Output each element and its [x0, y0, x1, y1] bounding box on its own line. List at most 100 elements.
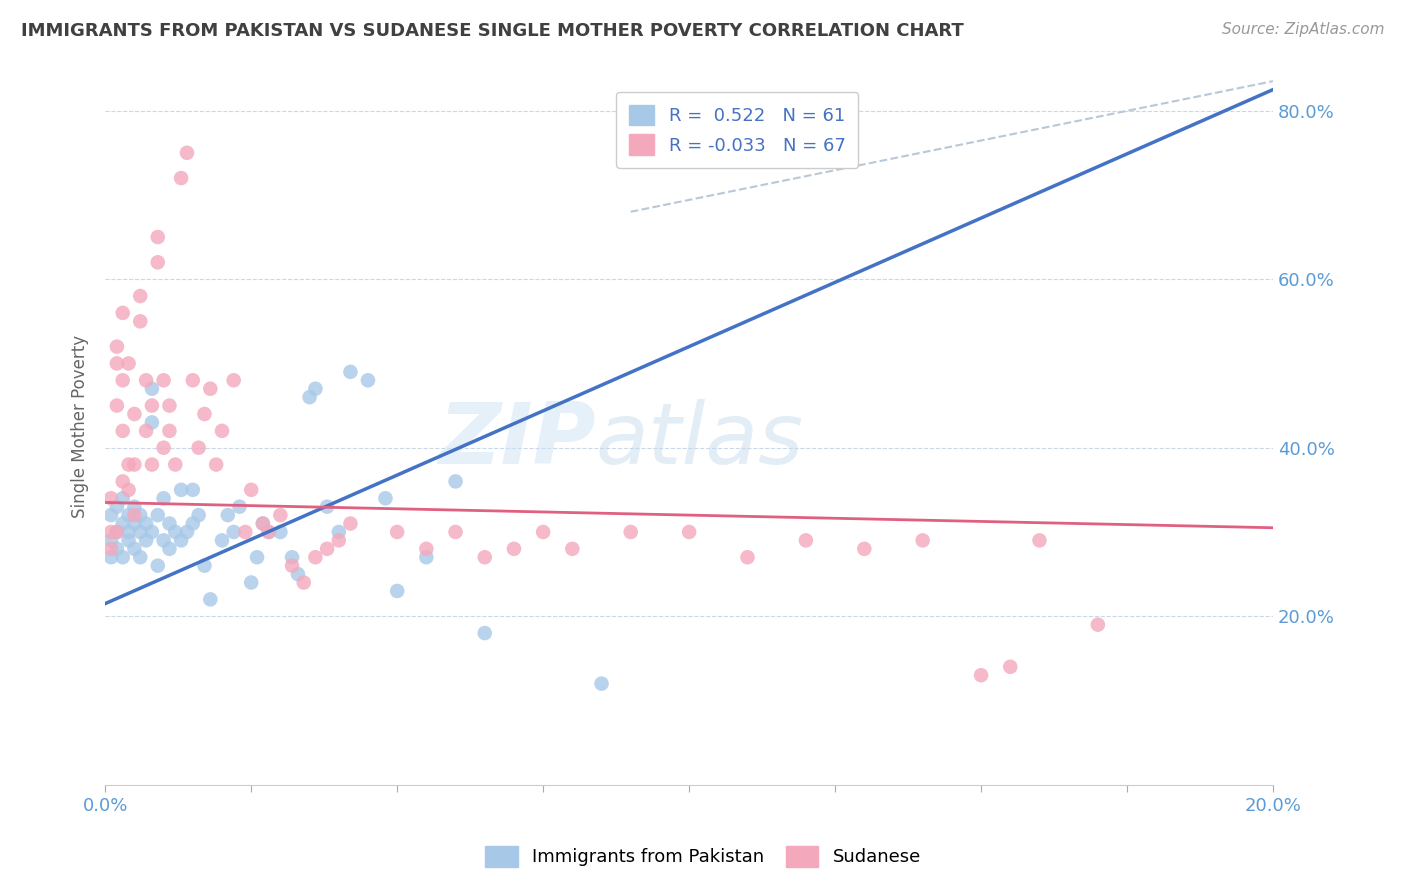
Legend: R =  0.522   N = 61, R = -0.033   N = 67: R = 0.522 N = 61, R = -0.033 N = 67 [616, 92, 858, 168]
Point [444, 524, 467, 539]
Point [111, 550, 134, 565]
Point [281, 550, 304, 565]
Point [100, 491, 122, 506]
Point [100, 508, 122, 522]
Point [211, 533, 233, 548]
Point [794, 533, 817, 548]
Point [129, 314, 152, 328]
Point [124, 500, 146, 514]
Point [474, 550, 496, 565]
Point [181, 516, 204, 531]
Point [141, 458, 163, 472]
Point [328, 524, 350, 539]
Point [152, 373, 174, 387]
Point [100, 524, 122, 539]
Point [269, 508, 291, 522]
Point [111, 491, 134, 506]
Point [135, 516, 157, 531]
Point [117, 458, 139, 472]
Point [170, 483, 193, 497]
Point [257, 524, 280, 539]
Point [1087, 617, 1109, 632]
Point [146, 558, 169, 573]
Point [181, 483, 204, 497]
Point [152, 441, 174, 455]
Point [292, 575, 315, 590]
Point [1000, 660, 1022, 674]
Point [444, 475, 467, 489]
Point [141, 382, 163, 396]
Point [105, 524, 128, 539]
Point [111, 424, 134, 438]
Point [298, 390, 321, 404]
Point [222, 373, 245, 387]
Point [105, 356, 128, 370]
Point [246, 550, 269, 565]
Point [170, 533, 193, 548]
Point [146, 230, 169, 244]
Point [561, 541, 583, 556]
Point [328, 533, 350, 548]
Point [193, 407, 215, 421]
Point [135, 373, 157, 387]
Legend: Immigrants from Pakistan, Sudanese: Immigrants from Pakistan, Sudanese [478, 838, 928, 874]
Point [129, 289, 152, 303]
Point [357, 373, 380, 387]
Point [257, 524, 280, 539]
Point [235, 524, 257, 539]
Point [181, 373, 204, 387]
Point [678, 524, 700, 539]
Point [129, 550, 152, 565]
Point [141, 524, 163, 539]
Point [316, 541, 339, 556]
Point [105, 340, 128, 354]
Point [124, 407, 146, 421]
Point [165, 524, 187, 539]
Point [100, 533, 122, 548]
Point [1028, 533, 1050, 548]
Point [152, 533, 174, 548]
Point [111, 306, 134, 320]
Point [200, 592, 222, 607]
Point [117, 483, 139, 497]
Point [111, 516, 134, 531]
Point [135, 424, 157, 438]
Point [159, 516, 181, 531]
Point [620, 524, 643, 539]
Point [200, 382, 222, 396]
Point [124, 458, 146, 472]
Point [217, 508, 239, 522]
Point [170, 171, 193, 186]
Text: Source: ZipAtlas.com: Source: ZipAtlas.com [1222, 22, 1385, 37]
Point [211, 424, 233, 438]
Point [193, 558, 215, 573]
Text: IMMIGRANTS FROM PAKISTAN VS SUDANESE SINGLE MOTHER POVERTY CORRELATION CHART: IMMIGRANTS FROM PAKISTAN VS SUDANESE SIN… [21, 22, 965, 40]
Point [339, 516, 361, 531]
Point [281, 558, 304, 573]
Point [339, 365, 361, 379]
Point [176, 145, 198, 160]
Point [117, 524, 139, 539]
Point [304, 382, 326, 396]
Point [240, 483, 263, 497]
Point [111, 373, 134, 387]
Point [187, 508, 209, 522]
Point [415, 541, 437, 556]
Point [105, 524, 128, 539]
Point [287, 567, 309, 582]
Point [141, 416, 163, 430]
Point [124, 516, 146, 531]
Point [853, 541, 876, 556]
Point [737, 550, 759, 565]
Y-axis label: Single Mother Poverty: Single Mother Poverty [72, 335, 89, 518]
Point [129, 524, 152, 539]
Point [228, 500, 250, 514]
Text: atlas: atlas [596, 400, 804, 483]
Point [152, 491, 174, 506]
Point [100, 550, 122, 565]
Point [129, 508, 152, 522]
Point [374, 491, 396, 506]
Point [105, 399, 128, 413]
Point [240, 575, 263, 590]
Point [159, 541, 181, 556]
